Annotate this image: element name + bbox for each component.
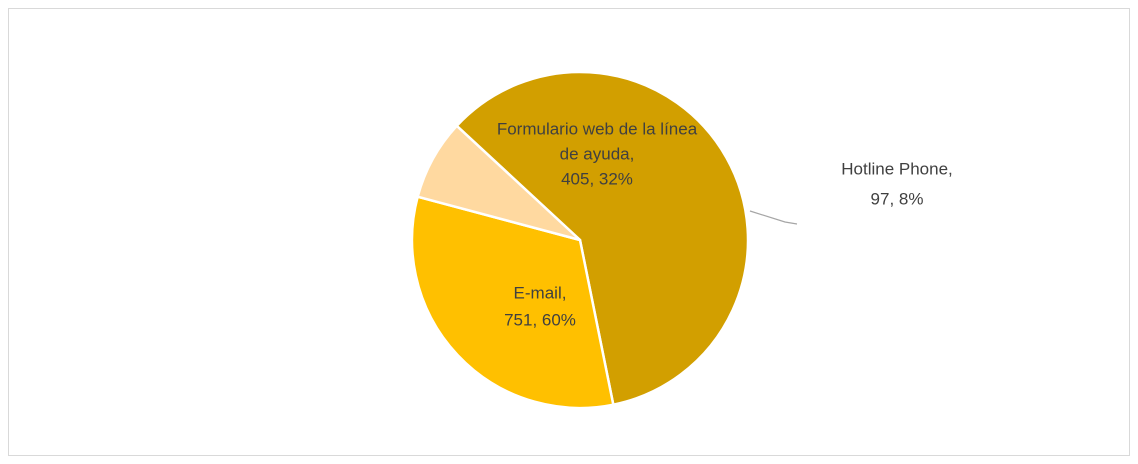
data-label: Formulario web de la línea <box>497 119 698 138</box>
data-label: 751, 60% <box>504 310 576 329</box>
data-label: Hotline Phone, <box>841 159 953 178</box>
pie-slice <box>454 70 750 407</box>
leader-line <box>749 210 798 225</box>
pie-slice <box>416 124 581 242</box>
data-label: 405, 32% <box>561 169 633 188</box>
data-label: 97, 8% <box>871 189 924 208</box>
pie-slice <box>410 195 615 410</box>
data-label: E-mail, <box>514 283 567 302</box>
data-label: de ayuda, <box>560 144 635 163</box>
